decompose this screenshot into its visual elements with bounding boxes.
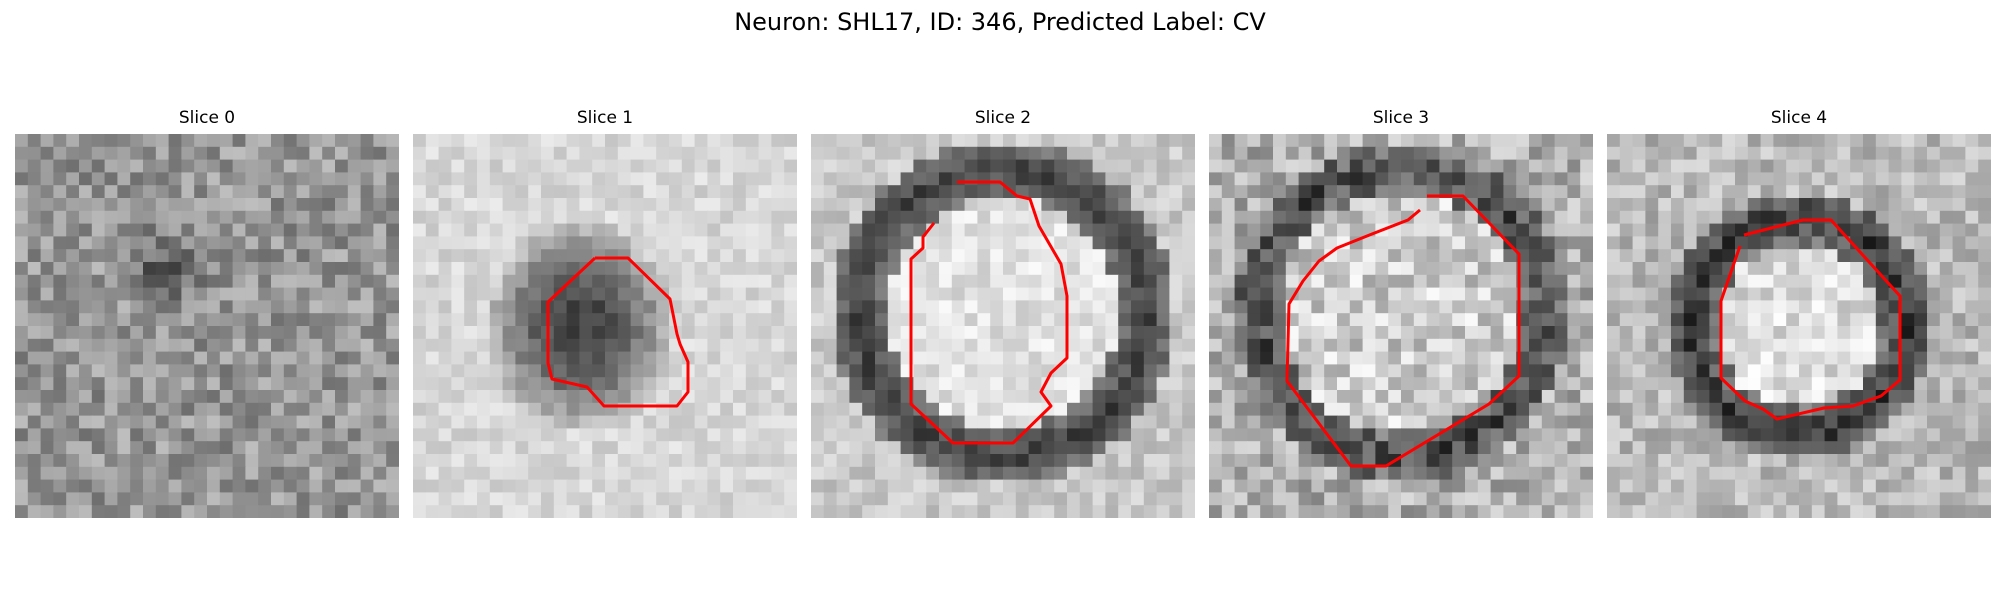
panel-title: Slice 2 — [974, 108, 1032, 128]
segmentation-contour — [1285, 194, 1521, 468]
microscopy-image — [15, 134, 399, 518]
panel-slice-0: Slice 0 — [15, 108, 399, 518]
microscopy-image — [1607, 134, 1991, 518]
panel-slice-4: Slice 4 — [1607, 108, 1991, 518]
panel-title: Slice 4 — [1770, 108, 1828, 128]
panel-slice-3: Slice 3 — [1209, 108, 1593, 518]
segmentation-contour — [1719, 218, 1902, 421]
segmentation-contour — [909, 180, 1069, 445]
figure-title: Neuron: SHL17, ID: 346, Predicted Label:… — [734, 8, 1266, 36]
microscopy-image — [811, 134, 1195, 518]
panel-title: Slice 1 — [576, 108, 634, 128]
microscopy-image — [413, 134, 797, 518]
segmentation-contour — [546, 256, 690, 408]
panel-slice-2: Slice 2 — [811, 108, 1195, 518]
panel-title: Slice 0 — [178, 108, 236, 128]
panel-title: Slice 3 — [1372, 108, 1430, 128]
panel-slice-1: Slice 1 — [413, 108, 797, 518]
microscopy-image — [1209, 134, 1593, 518]
